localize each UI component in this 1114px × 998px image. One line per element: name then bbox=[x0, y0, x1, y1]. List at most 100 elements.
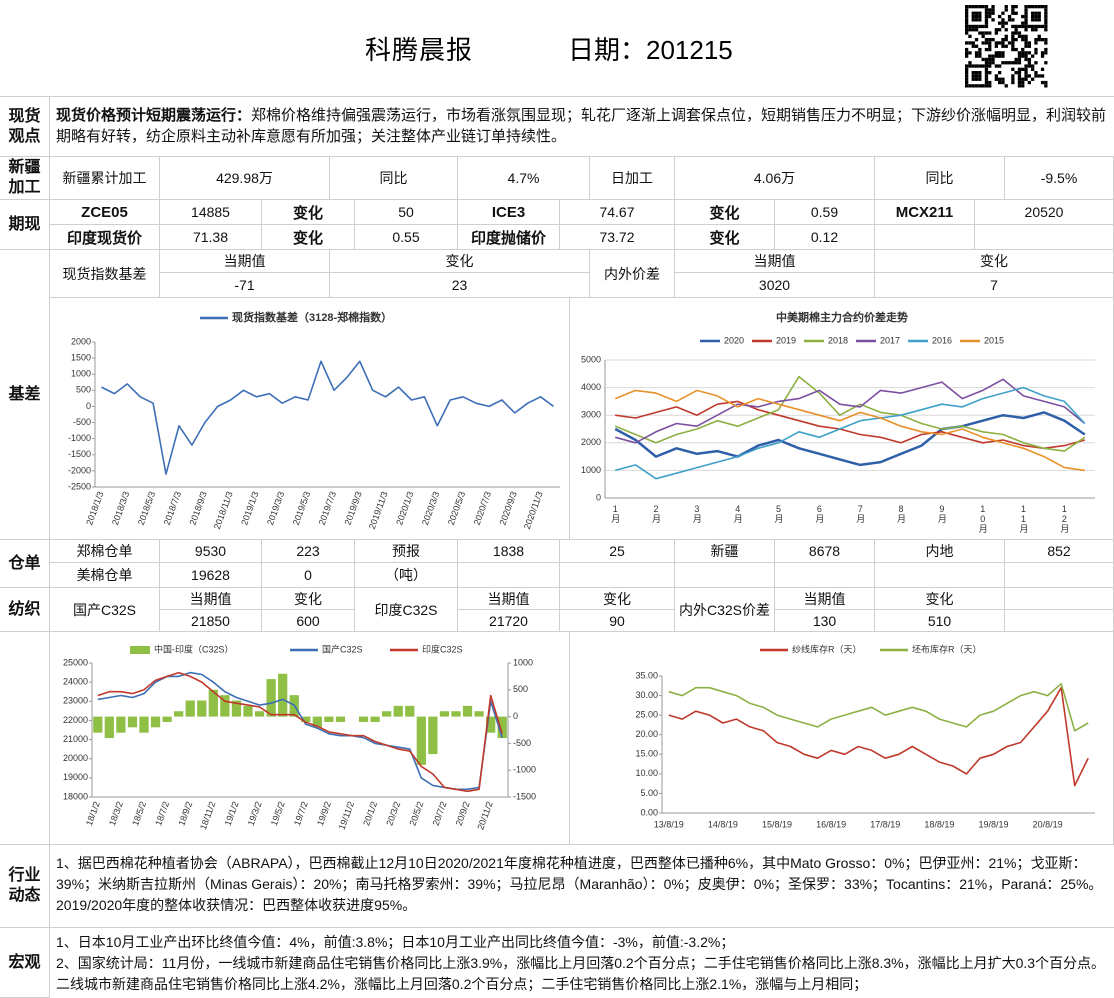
x-tick-label: 3月 bbox=[692, 504, 702, 524]
y-tick-label: 1000 bbox=[71, 369, 91, 379]
table-cell: 印度C32S bbox=[355, 588, 458, 632]
x-tick-label: 5月 bbox=[774, 504, 784, 524]
x-tick-label: 2019/7/3 bbox=[317, 490, 338, 526]
x-tick-label: 19/1/2 bbox=[223, 800, 241, 827]
qr-module bbox=[1034, 24, 1038, 29]
qr-module bbox=[978, 47, 982, 52]
spot-view: 现货价格预计短期震荡运行：郑棉价格维持偏强震荡运行，市场看涨氛围显现；轧花厂逐渐… bbox=[50, 97, 1114, 157]
qr-module bbox=[984, 64, 989, 68]
qr-module bbox=[998, 77, 1002, 81]
qr-module bbox=[978, 54, 982, 58]
x-tick-label: 14/8/19 bbox=[708, 819, 738, 829]
y-tick-label: 0 bbox=[86, 401, 91, 411]
legend-label: 2018 bbox=[828, 335, 848, 345]
qr-module bbox=[968, 28, 972, 32]
qr-module bbox=[1011, 38, 1015, 42]
y-tick-label: 35.00 bbox=[635, 670, 658, 680]
table-cell: 内地 bbox=[875, 540, 1005, 563]
qr-module bbox=[1037, 11, 1041, 15]
x-tick-label: 19/8/19 bbox=[979, 819, 1009, 829]
qr-module bbox=[1044, 24, 1048, 29]
qr-module bbox=[998, 51, 1002, 55]
qr-module bbox=[1024, 11, 1028, 15]
qr-module bbox=[981, 41, 985, 45]
qr-module bbox=[1024, 41, 1028, 45]
section-label: 纺织 bbox=[0, 588, 50, 632]
qr-module bbox=[965, 64, 969, 68]
qr-module bbox=[1027, 64, 1031, 68]
qr-module bbox=[984, 8, 989, 12]
qr-module bbox=[984, 11, 989, 15]
qr-module bbox=[978, 84, 982, 88]
x-tick-label: 20/3/2 bbox=[384, 800, 402, 827]
table-cell: 内外C32S价差 bbox=[675, 588, 775, 632]
qr-module bbox=[971, 14, 975, 19]
qr-module bbox=[994, 74, 998, 78]
qr-module bbox=[978, 31, 982, 35]
y-tick-label: 0 bbox=[596, 492, 601, 502]
qr-module bbox=[981, 34, 985, 38]
qr-module bbox=[1024, 44, 1028, 48]
qr-module bbox=[1037, 5, 1041, 9]
qr-module bbox=[1034, 61, 1038, 65]
x-tick-label: 2019/5/3 bbox=[291, 490, 312, 526]
qr-module bbox=[1011, 5, 1015, 9]
x-tick-label: 12月 bbox=[1059, 504, 1069, 534]
x-tick-label: 18/8/19 bbox=[924, 819, 954, 829]
y-tick-label: 1000 bbox=[581, 465, 601, 475]
qr-module bbox=[1004, 38, 1008, 42]
qr-module bbox=[988, 31, 992, 35]
qr-module bbox=[965, 5, 969, 9]
qr-module bbox=[1021, 84, 1025, 88]
x-tick-label: 2020/3/3 bbox=[420, 490, 441, 526]
qr-module bbox=[988, 71, 992, 75]
qr-module bbox=[981, 84, 985, 88]
qr-module bbox=[1011, 47, 1015, 52]
qr-module bbox=[988, 57, 992, 62]
table-cell: 当期值 bbox=[160, 250, 330, 273]
qr-module bbox=[978, 11, 982, 15]
qr-module bbox=[981, 5, 985, 9]
x-tick-label: 20/1/2 bbox=[361, 800, 379, 827]
qr-module bbox=[974, 74, 979, 78]
table-cell bbox=[875, 225, 975, 250]
y2-tick-label: 500 bbox=[513, 684, 528, 694]
qr-module bbox=[1031, 24, 1035, 29]
qr-module bbox=[965, 74, 969, 78]
qr-module bbox=[1021, 80, 1025, 85]
x-tick-label: 2月 bbox=[651, 504, 661, 524]
qr-module bbox=[988, 44, 992, 48]
legend-label: 中国-印度（C32S） bbox=[154, 643, 234, 654]
qr-module bbox=[1014, 38, 1018, 42]
qr-module bbox=[1001, 38, 1005, 42]
qr-module bbox=[998, 80, 1002, 85]
header bbox=[0, 0, 1114, 97]
x-tick-label: 16/8/19 bbox=[816, 819, 846, 829]
qr-module bbox=[1034, 41, 1038, 45]
series-line bbox=[97, 671, 503, 793]
qr-module bbox=[1014, 24, 1018, 29]
qr-module bbox=[965, 41, 969, 45]
qr-module bbox=[1014, 57, 1018, 62]
qr-module bbox=[1034, 11, 1038, 15]
qr-module bbox=[1040, 38, 1045, 42]
qr-module bbox=[1021, 67, 1025, 71]
qr-module bbox=[994, 44, 998, 48]
x-tick-label: 7月 bbox=[855, 504, 865, 524]
table-cell: 223 bbox=[262, 540, 355, 563]
table-cell bbox=[675, 563, 775, 588]
section-label-text: 现货观点 bbox=[8, 107, 41, 145]
qr-module bbox=[1011, 34, 1015, 38]
qr-module bbox=[1031, 18, 1035, 22]
qr-module bbox=[988, 54, 992, 58]
qr-module bbox=[974, 18, 979, 22]
qr-module bbox=[965, 18, 969, 22]
qr-module bbox=[978, 64, 982, 68]
qr-module bbox=[1040, 80, 1045, 85]
x-tick-label: 8月 bbox=[896, 504, 906, 524]
legend-label: 2020 bbox=[724, 335, 744, 345]
qr-module bbox=[1004, 44, 1008, 48]
table-cell: 内外价差 bbox=[590, 250, 675, 298]
x-tick-label: 2019/11/3 bbox=[367, 490, 390, 530]
bar bbox=[254, 711, 265, 717]
